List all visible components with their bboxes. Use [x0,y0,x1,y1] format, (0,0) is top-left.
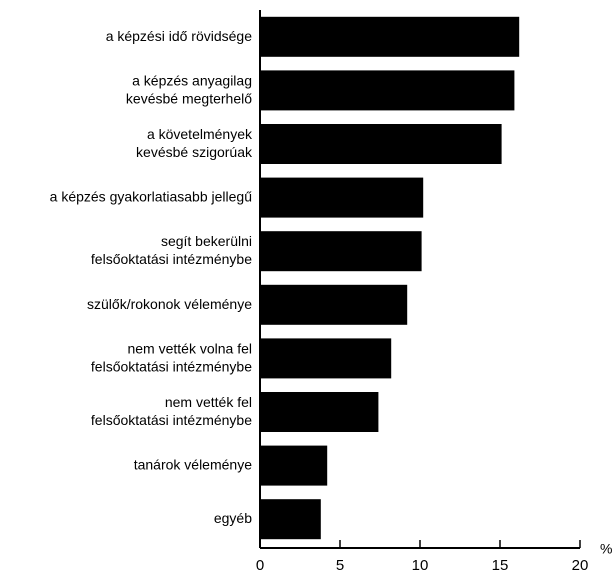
y-tick-label: szülők/rokonok véleménye [87,296,252,312]
y-tick-label: segít bekerülni felsőoktatási intézménybe [91,233,252,267]
y-tick-label: a képzési idő rövidsége [106,28,253,44]
bar [260,124,502,164]
bar [260,231,422,272]
y-tick-label: nem vették volna fel felsőoktatási intézm… [91,340,252,374]
y-tick-label: a képzés gyakorlatiasabb jellegű [50,188,253,204]
bar [260,445,328,486]
bar [260,177,424,218]
bar [260,392,379,432]
y-tick-label: nem vették fel felsőoktatási intézménybe [91,394,252,428]
x-tick-label: 20 [572,557,589,574]
y-tick-label: tanárok véleménye [134,456,253,472]
x-tick-label: 15 [492,557,509,574]
bar [260,16,520,57]
y-tick-label: a képzés anyagilag kevésbé megterhelő [126,72,252,106]
x-tick-label: 5 [336,557,344,574]
bar [260,338,392,379]
bar [260,499,321,540]
x-tick-label: 0 [256,557,264,574]
bar [260,70,515,111]
y-tick-label: a követelmények kevésbé szigorúak [136,126,253,160]
y-tick-label: egyéb [214,510,252,526]
axis-unit: % [600,541,612,557]
x-tick-label: 10 [412,557,429,574]
bar [260,284,408,325]
